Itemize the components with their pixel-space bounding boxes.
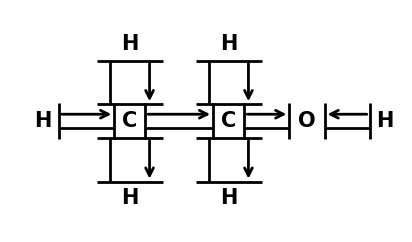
Text: H: H bbox=[220, 189, 237, 208]
Text: H: H bbox=[121, 189, 138, 208]
Text: H: H bbox=[35, 111, 52, 131]
Text: H: H bbox=[220, 34, 237, 53]
Text: C: C bbox=[122, 111, 138, 131]
Text: H: H bbox=[121, 34, 138, 53]
Text: O: O bbox=[298, 111, 316, 131]
Text: H: H bbox=[377, 111, 394, 131]
Text: C: C bbox=[221, 111, 236, 131]
